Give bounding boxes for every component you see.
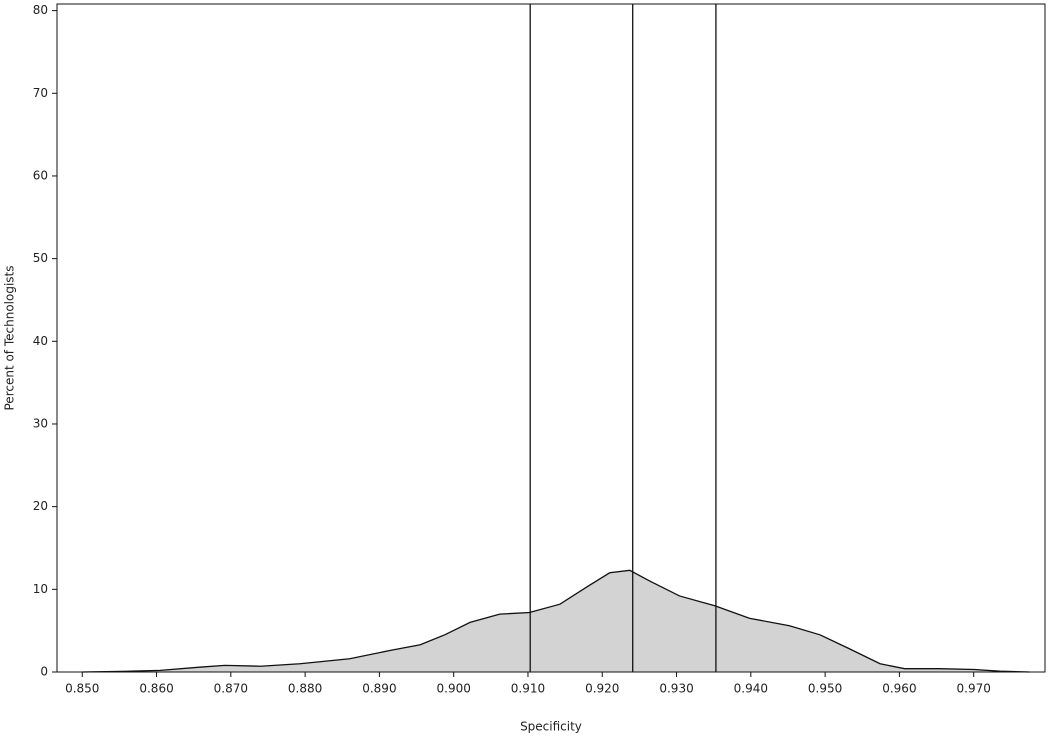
- y-tick-label: 60: [33, 168, 48, 182]
- x-tick-label: 0.930: [659, 682, 693, 696]
- y-tick-label: 10: [33, 582, 48, 596]
- x-tick-label: 0.850: [65, 682, 99, 696]
- x-tick-label: 0.880: [288, 682, 322, 696]
- x-axis-label: Specificity: [520, 720, 582, 734]
- y-axis-label: Percent of Technologists: [3, 265, 17, 410]
- x-tick-label: 0.860: [139, 682, 173, 696]
- plot-frame: [56, 3, 1046, 673]
- y-tick-label: 0: [40, 665, 48, 679]
- y-tick-label: 20: [33, 499, 48, 513]
- y-tick-label: 80: [33, 3, 48, 17]
- area-fill: [82, 570, 1030, 672]
- x-tick-label: 0.910: [511, 682, 545, 696]
- x-tick-label: 0.950: [808, 682, 842, 696]
- density-line: [82, 569, 1030, 673]
- x-tick-label: 0.920: [585, 682, 619, 696]
- y-tick-label: 30: [33, 416, 48, 430]
- x-tick-label: 0.940: [734, 682, 768, 696]
- x-tick-label: 0.960: [882, 682, 916, 696]
- x-tick-label: 0.870: [214, 682, 248, 696]
- x-tick-label: 0.900: [437, 682, 471, 696]
- x-tick-label: 0.890: [362, 682, 396, 696]
- x-tick-label: 0.970: [957, 682, 991, 696]
- y-tick-label: 40: [33, 334, 48, 348]
- y-tick-label: 50: [33, 251, 48, 265]
- y-tick-label: 70: [33, 86, 48, 100]
